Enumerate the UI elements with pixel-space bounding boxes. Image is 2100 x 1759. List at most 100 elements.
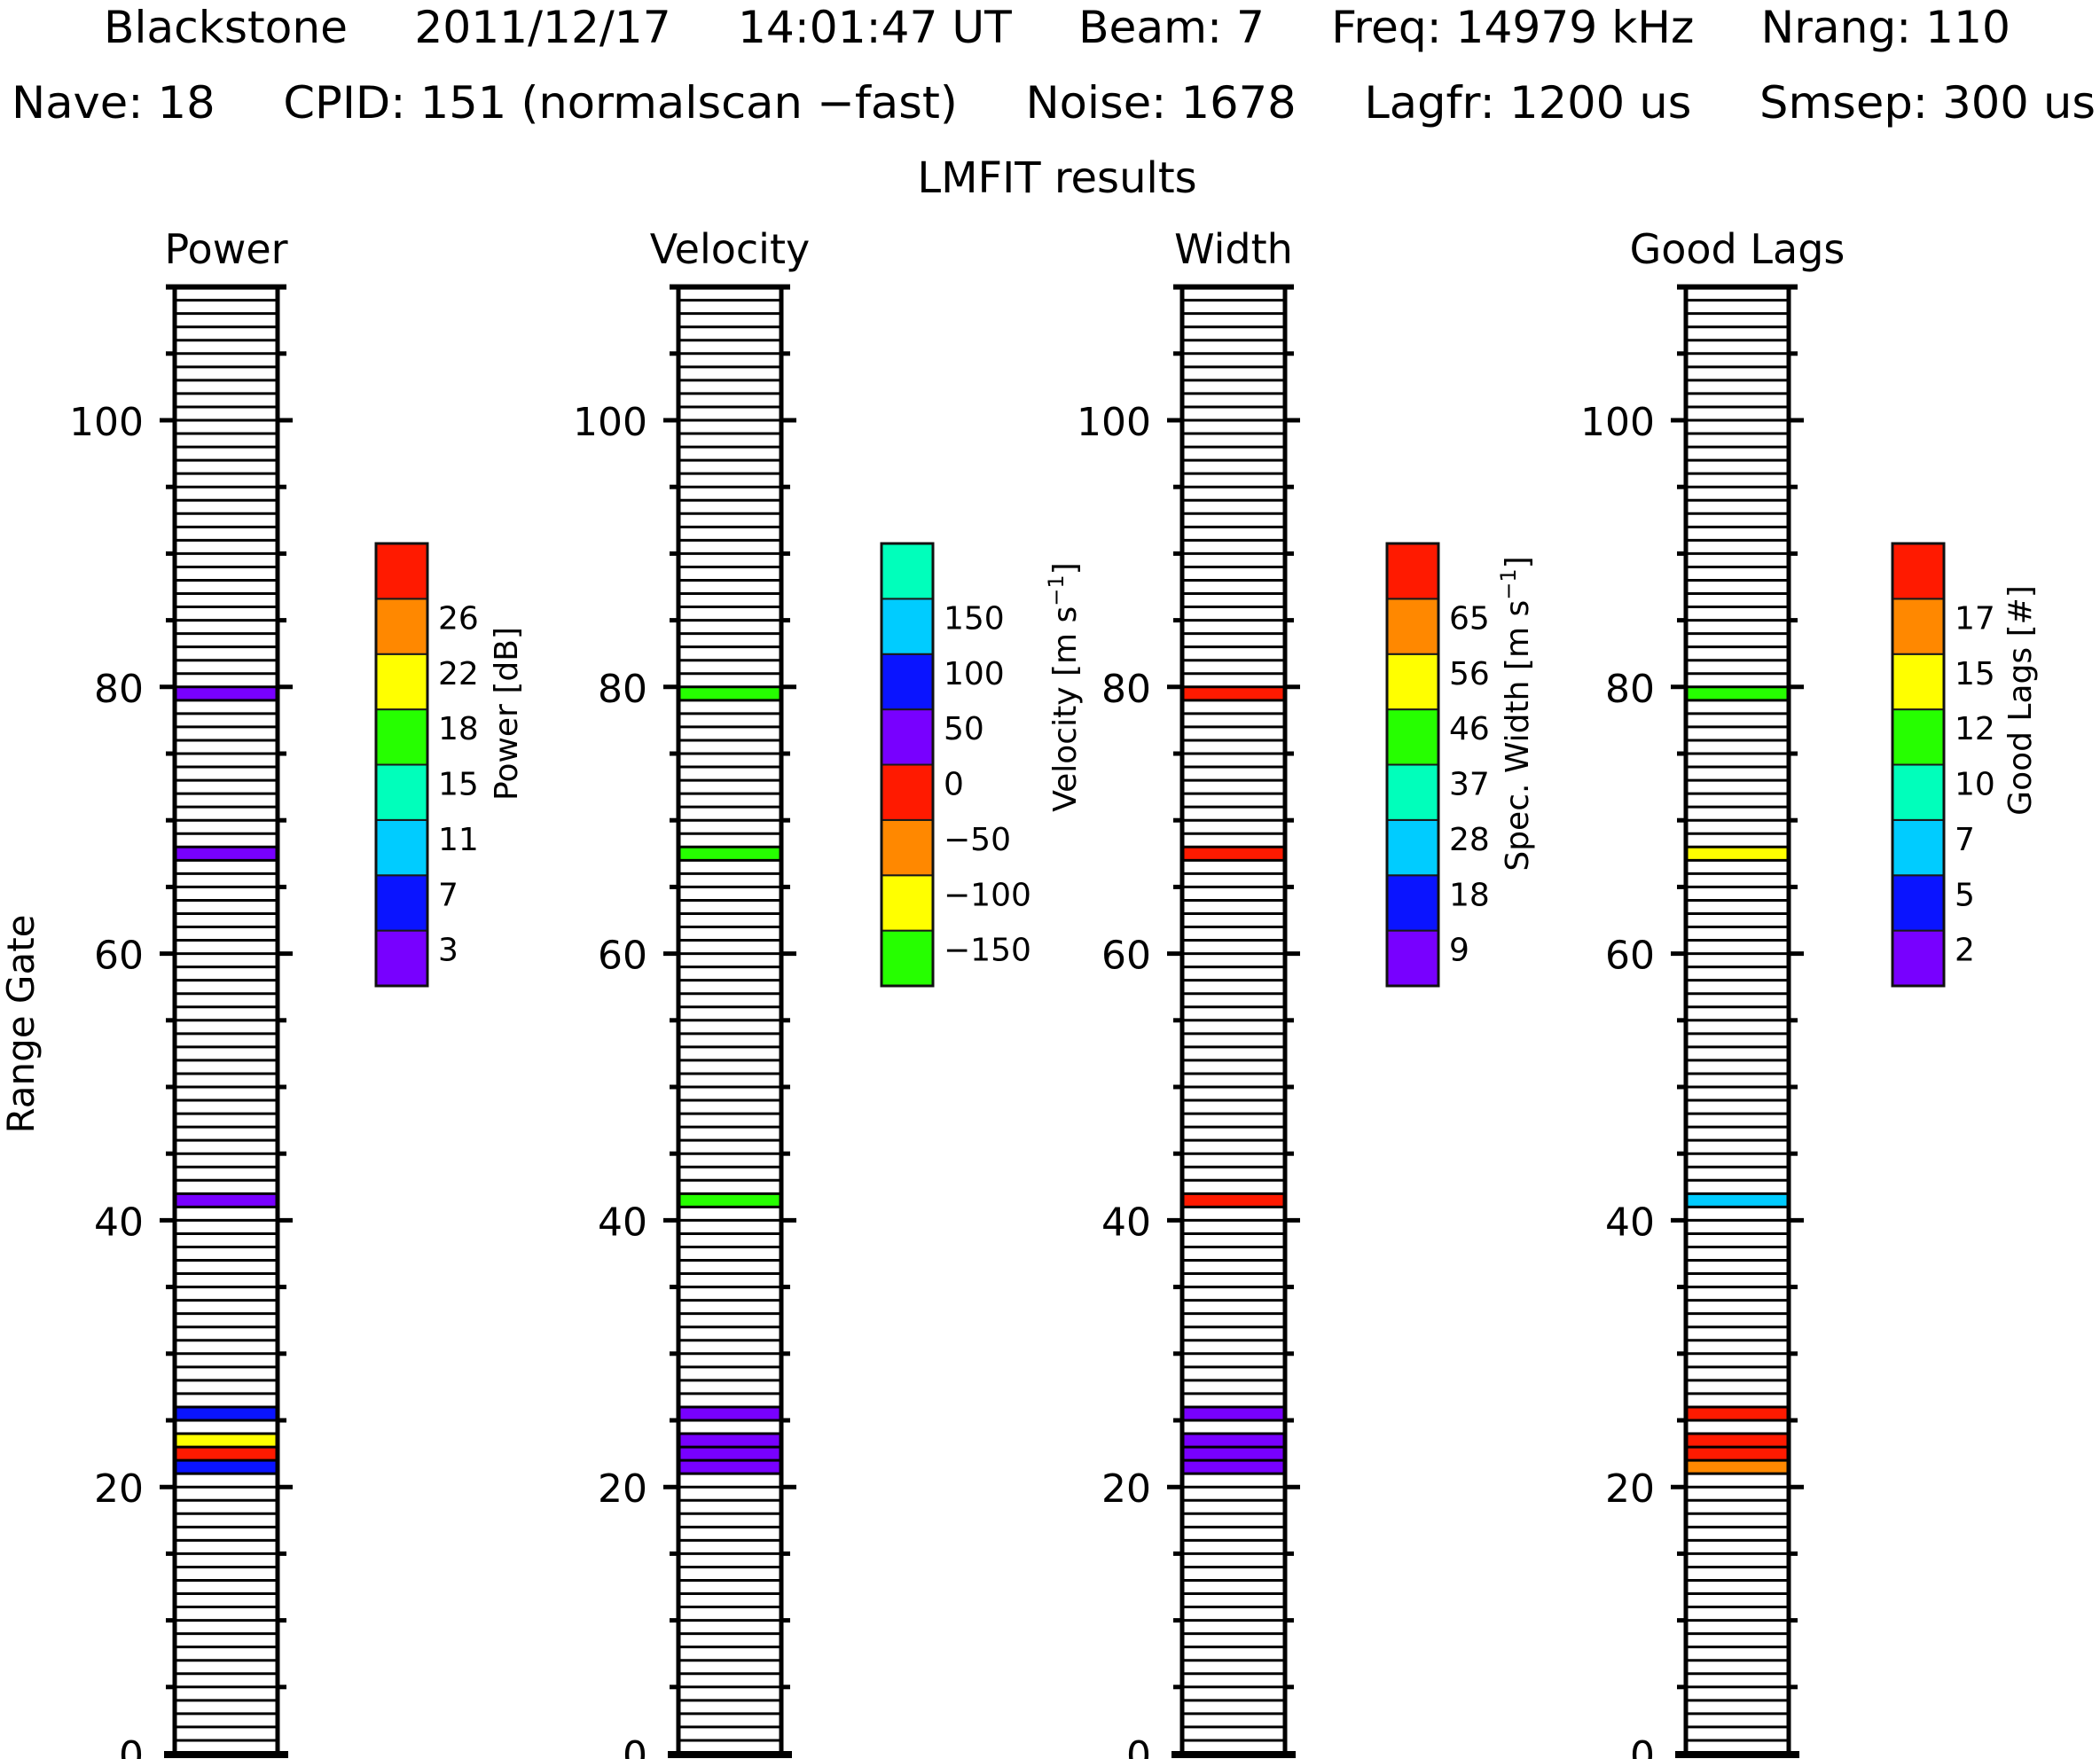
colorbar-swatch [375, 598, 428, 655]
gate-cell-79 [174, 686, 278, 701]
gate-cell-67 [174, 846, 278, 862]
colorbar-swatch [1386, 763, 1439, 821]
colorbar-swatch [375, 818, 428, 877]
colorbar-swatch [881, 543, 934, 600]
y-tick-label: 40 [1605, 1200, 1655, 1245]
header-line-2-item: Lagfr: 1200 us [1297, 77, 1692, 129]
colorbar-swatch [375, 763, 428, 821]
colorbar-frame [880, 542, 935, 988]
panel-good-lags: Good Lags 0 20 40 60 80 100 2 5 7 10 12 15 17 Good Lag… [1580, 225, 2039, 1759]
gate-cell-25 [1685, 1406, 1790, 1421]
colorbar-tick-label: 7 [438, 877, 458, 913]
colorbar-tick-label: 5 [1955, 877, 1975, 913]
colorbar-swatch [1892, 874, 1945, 932]
gate-cell-41 [678, 1192, 782, 1208]
header-line-1-item: 2011/12/17 [348, 2, 671, 53]
colorbar-swatch [1386, 818, 1439, 877]
colorbar-tick-label: −100 [944, 877, 1031, 913]
colorbar-tick-label: 65 [1449, 600, 1490, 637]
panel-title: Good Lags [1630, 225, 1845, 273]
colorbar-swatch [1386, 598, 1439, 655]
gate-cell-67 [678, 846, 782, 862]
gate-cell-23 [174, 1433, 278, 1448]
colorbar-label-superscript: −1 [1496, 568, 1521, 599]
colorbar-tick-label: −150 [944, 933, 1031, 969]
colorbar: −150 −100 −50 0 50 100 150 Velocity [m s−1] [880, 542, 1084, 988]
header-line-2: Nave: 18 CPID: 151 (normalscan −fast) No… [12, 77, 2096, 129]
colorbar-tick-label: 12 [1955, 711, 1995, 747]
header-line-1-item: Nrang: 110 [1694, 2, 2010, 53]
colorbar-tick-label: 10 [1955, 767, 1995, 803]
y-tick-label: 0 [1126, 1733, 1151, 1759]
colorbar-swatch [375, 653, 428, 711]
gate-cell-79 [678, 686, 782, 701]
gate-cell-22 [678, 1446, 782, 1461]
colorbar-tick-label: 46 [1449, 711, 1490, 747]
gate-cell-25 [678, 1406, 782, 1421]
colorbar-tick-label: 50 [944, 711, 984, 747]
colorbar-tick-label: 0 [944, 767, 964, 803]
colorbar-frame [1385, 542, 1440, 988]
y-tick-label: 40 [598, 1200, 647, 1245]
gate-cell-23 [678, 1433, 782, 1448]
data-cells [174, 686, 278, 1474]
colorbar-tick-label: 22 [438, 656, 479, 692]
y-tick-label: 80 [1605, 667, 1655, 712]
colorbar-swatch [881, 818, 934, 877]
colorbar-label: Power [dB] [489, 627, 525, 801]
header-line-1-item: Freq: 14979 kHz [1265, 2, 1694, 53]
colorbar-swatch [881, 874, 934, 932]
colorbar: 2 5 7 10 12 15 17 Good Lags [#] [1891, 542, 2039, 988]
y-axis-ticks: 0 20 40 60 80 100 [1077, 351, 1300, 1759]
colorbar: 3 7 11 15 18 22 26 Power [dB] [374, 542, 525, 988]
gate-cell-22 [174, 1446, 278, 1461]
colorbar-label-main: Spec. Width [m s [1500, 600, 1536, 872]
y-tick-label: 40 [1101, 1200, 1151, 1245]
y-axis-ticks: 0 20 40 60 80 100 [69, 351, 293, 1759]
gate-cell-21 [174, 1459, 278, 1474]
gate-cell-23 [1181, 1433, 1286, 1448]
colorbar-swatch [881, 598, 934, 655]
colorbar-tick-label: 28 [1449, 822, 1490, 858]
colorbar-swatch [1892, 543, 1945, 600]
y-tick-label: 20 [94, 1466, 144, 1512]
colorbar-tick-label: 26 [438, 600, 479, 637]
header-line-2-item: Nave: 18 [12, 77, 215, 129]
colorbar-label-end: ] [1047, 562, 1084, 575]
figure-subtitle: LMFIT results [917, 153, 1196, 203]
header-line-1-item: Blackstone [104, 2, 348, 53]
y-tick-label: 60 [598, 934, 647, 979]
colorbar-swatch [1892, 818, 1945, 877]
y-tick-label: 100 [573, 400, 647, 445]
gate-cell-22 [1181, 1446, 1286, 1461]
gate-cell-67 [1685, 846, 1790, 862]
gate-grid [1686, 299, 1789, 1742]
colorbar-swatch [1386, 653, 1439, 711]
colorbar-swatch [1386, 874, 1439, 932]
panel-power: Power 0 20 40 60 80 100 Range Gate 3 7 11 15 18 22 26 P… [0, 225, 525, 1759]
gate-cell-21 [1685, 1459, 1790, 1474]
colorbar-swatch [375, 929, 428, 987]
y-tick-label: 100 [1580, 400, 1655, 445]
panel-velocity: Velocity 0 20 40 60 80 100 −150 −100 −50 0 50 100 150… [573, 225, 1084, 1759]
y-tick-label: 60 [94, 934, 144, 979]
data-cells [678, 686, 782, 1474]
colorbar-label-end: ] [1500, 556, 1536, 568]
gate-cell-67 [1181, 846, 1286, 862]
y-tick-label: 60 [1101, 934, 1151, 979]
panel-title: Velocity [650, 225, 810, 273]
gate-grid [1182, 299, 1285, 1742]
figure-header: Blackstone 2011/12/17 14:01:47 UT Beam: … [12, 2, 2096, 203]
colorbar-label-main: Velocity [m s [1047, 606, 1084, 812]
colorbar-tick-label: 18 [438, 711, 479, 747]
colorbar-tick-label: 15 [438, 767, 479, 803]
gate-cell-23 [1685, 1433, 1790, 1448]
colorbar-swatch [1892, 653, 1945, 711]
y-tick-label: 80 [1101, 667, 1151, 712]
gate-grid [175, 299, 278, 1742]
colorbar-label: Velocity [m s−1] [1044, 562, 1084, 811]
